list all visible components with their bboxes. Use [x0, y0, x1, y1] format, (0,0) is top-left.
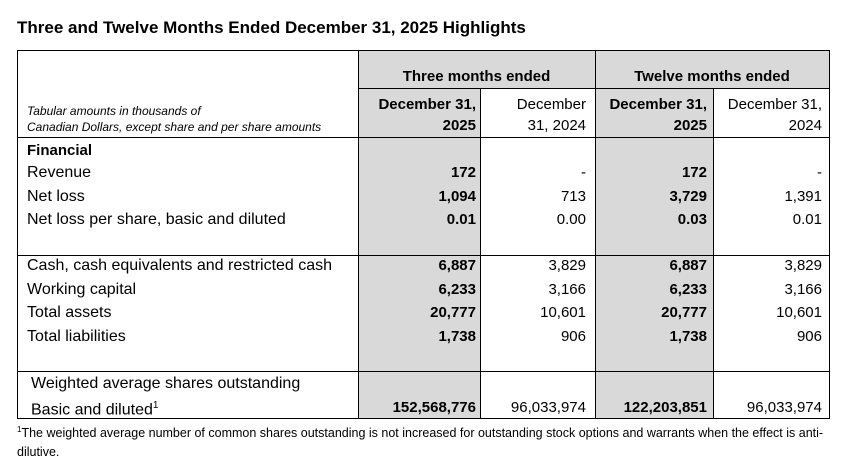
rule — [595, 50, 596, 419]
section-heading: Financial — [27, 142, 93, 159]
cell-value: 96,033,974 — [510, 399, 586, 416]
rule — [17, 371, 830, 372]
cell-value: - — [817, 164, 822, 181]
rule — [17, 418, 830, 419]
cell-value: 6,887 — [669, 257, 707, 274]
cell-value: 10,601 — [776, 304, 822, 321]
cell-value: 122,203,851 — [623, 399, 707, 416]
cell-value: 906 — [560, 328, 586, 345]
cell-value: 1,738 — [669, 328, 707, 345]
column-header: 2024 — [788, 117, 822, 134]
table-note: Tabular amounts in thousands of — [27, 104, 201, 118]
column-shade — [358, 88, 480, 418]
table-note: Canadian Dollars, except share and per s… — [27, 120, 322, 134]
rule — [17, 50, 18, 419]
cell-value: 96,033,974 — [746, 399, 822, 416]
group-header: Twelve months ended — [634, 68, 790, 85]
cell-value: 3,166 — [784, 281, 822, 298]
footnote-marker: 1 — [17, 425, 22, 434]
cell-value: 20,777 — [430, 304, 476, 321]
column-header: December 31, — [727, 96, 822, 113]
cell-value: 1,738 — [438, 328, 476, 345]
footnote-text: The weighted average number of common sh… — [17, 426, 824, 460]
column-header: 2025 — [673, 117, 707, 134]
column-header: December — [516, 96, 586, 113]
column-header: December 31, — [609, 96, 707, 113]
cell-value: 20,777 — [661, 304, 707, 321]
cell-value: 6,233 — [669, 281, 707, 298]
header-shade — [358, 50, 829, 88]
cell-value: 3,829 — [548, 257, 586, 274]
cell-value: 172 — [681, 164, 707, 181]
row-label: Cash, cash equivalents and restricted ca… — [27, 257, 333, 274]
footnote: 1The weighted average number of common s… — [17, 420, 837, 462]
rule — [480, 88, 481, 419]
column-header: 2025 — [442, 117, 476, 134]
cell-value: 0.01 — [446, 211, 476, 228]
cell-value: 172 — [450, 164, 476, 181]
cell-value: 6,887 — [438, 257, 476, 274]
row-label: Net loss — [27, 188, 85, 205]
row-label: Weighted average shares outstanding — [31, 375, 301, 392]
cell-value: 0.00 — [556, 211, 586, 228]
cell-value: 0.01 — [792, 211, 822, 228]
cell-value: 152,568,776 — [392, 399, 476, 416]
rule — [358, 50, 359, 419]
row-label: Net loss per share, basic and diluted — [27, 211, 286, 228]
column-header: 31, 2024 — [527, 117, 586, 134]
cell-value: 3,729 — [669, 188, 707, 205]
row-label: Total assets — [27, 304, 112, 321]
rule — [713, 88, 714, 419]
cell-value: 713 — [560, 188, 586, 205]
cell-value: 6,233 — [438, 281, 476, 298]
row-label: Basic and diluted1 — [31, 400, 159, 419]
column-shade — [595, 88, 713, 418]
cell-value: - — [581, 164, 586, 181]
row-label: Total liabilities — [27, 328, 126, 345]
title: Three and Twelve Months Ended December 3… — [17, 18, 526, 37]
footnote-marker: 1 — [152, 400, 159, 411]
column-header: December 31, — [378, 96, 476, 113]
group-header: Three months ended — [402, 68, 551, 85]
cell-value: 1,094 — [438, 188, 476, 205]
cell-value: 3,829 — [784, 257, 822, 274]
rule — [358, 88, 829, 89]
cell-value: 10,601 — [540, 304, 586, 321]
cell-value: 906 — [796, 328, 822, 345]
row-label: Working capital — [27, 281, 137, 298]
rule — [17, 50, 830, 51]
rule — [829, 50, 830, 419]
rule — [17, 255, 830, 256]
cell-value: 3,166 — [548, 281, 586, 298]
row-label: Revenue — [27, 164, 92, 181]
cell-value: 1,391 — [784, 188, 822, 205]
rule — [17, 137, 830, 138]
cell-value: 0.03 — [677, 211, 707, 228]
